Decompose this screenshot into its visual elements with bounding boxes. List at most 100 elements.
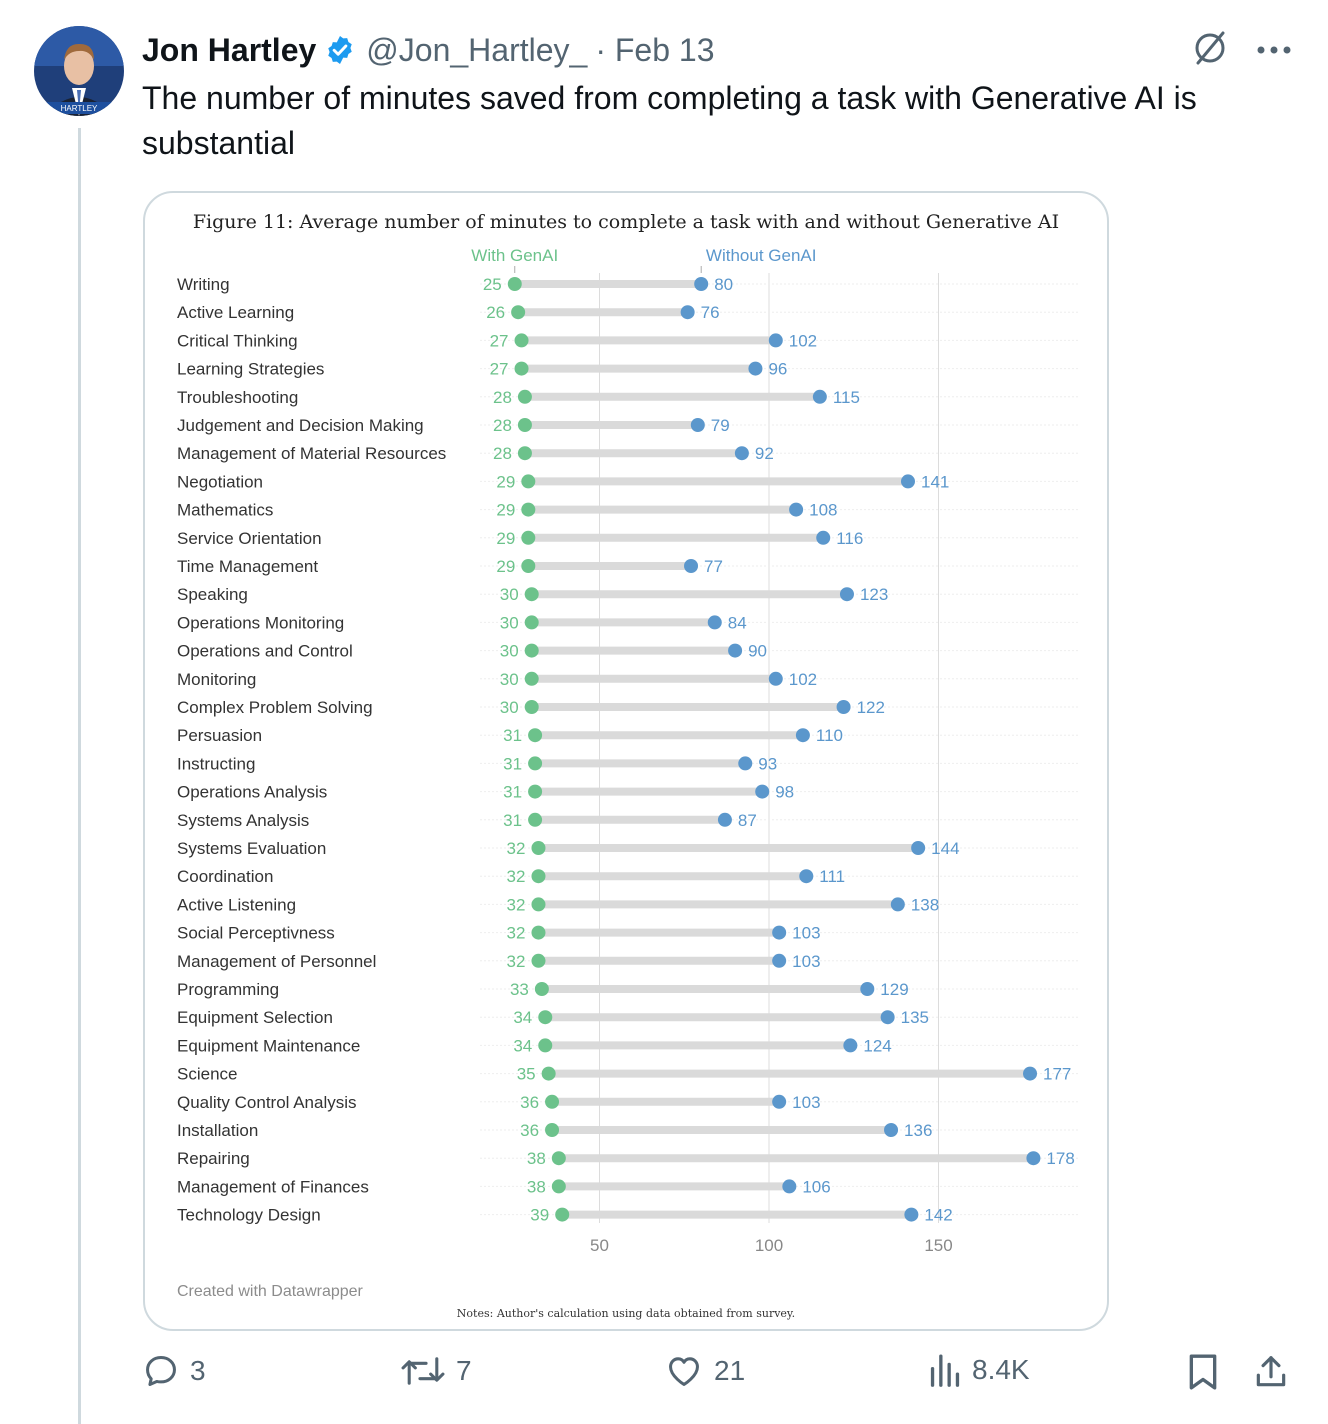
views-button[interactable]: 8.4K — [928, 1352, 1030, 1388]
without-genai-value-label: 77 — [704, 557, 723, 576]
without-genai-value-label: 84 — [728, 613, 747, 632]
with-genai-value-label: 29 — [496, 557, 515, 576]
without-genai-value-label: 102 — [789, 331, 817, 350]
without-genai-value-label: 144 — [931, 839, 959, 858]
with-genai-dot — [538, 1010, 553, 1025]
category-label: Critical Thinking — [177, 331, 298, 350]
tweet-actions: 3 7 21 8.4K — [142, 1352, 1292, 1404]
without-genai-value-label: 136 — [904, 1121, 932, 1140]
category-label: Time Management — [177, 557, 318, 576]
category-label: Systems Evaluation — [177, 839, 326, 858]
without-genai-dot — [816, 530, 831, 545]
more-options-icon[interactable] — [1256, 42, 1292, 60]
without-genai-value-label: 93 — [758, 754, 777, 773]
with-genai-value-label: 33 — [510, 980, 529, 999]
with-genai-value-label: 28 — [493, 444, 512, 463]
with-genai-dot — [551, 1151, 566, 1166]
without-genai-dot — [839, 587, 854, 602]
with-genai-value-label: 36 — [520, 1121, 539, 1140]
without-genai-value-label: 90 — [748, 642, 767, 661]
with-genai-dot — [521, 474, 536, 489]
with-genai-dot — [524, 643, 539, 658]
without-genai-value-label: 106 — [802, 1177, 830, 1196]
with-genai-value-label: 31 — [503, 811, 522, 830]
category-label: Writing — [177, 275, 230, 294]
with-genai-value-label: 34 — [513, 1008, 532, 1027]
with-genai-value-label: 26 — [486, 303, 505, 322]
without-genai-value-label: 115 — [833, 388, 860, 407]
category-label: Mathematics — [177, 501, 273, 520]
avatar[interactable]: HARTLEY — [34, 26, 124, 116]
with-genai-dot — [524, 700, 539, 714]
without-genai-dot — [1026, 1151, 1041, 1166]
without-genai-dot — [812, 389, 827, 404]
repost-button[interactable]: 7 — [400, 1352, 472, 1390]
with-genai-dot — [514, 361, 529, 376]
chart-credit: Created with Datawrapper — [177, 1283, 363, 1300]
without-genai-dot — [890, 897, 905, 912]
tweet-header: Jon Hartley @Jon_Hartley_ · Feb 13 — [142, 28, 714, 72]
tweet-top-icons — [1190, 28, 1292, 73]
share-icon — [1256, 1356, 1286, 1387]
avatar-badge-text: HARTLEY — [61, 104, 98, 113]
without-genai-value-label: 116 — [836, 529, 863, 548]
without-genai-dot — [684, 559, 699, 573]
with-genai-dot — [528, 812, 543, 827]
category-label: Management of Finances — [177, 1177, 369, 1196]
category-label: Complex Problem Solving — [177, 698, 373, 717]
with-genai-value-label: 38 — [527, 1149, 546, 1168]
category-label: Programming — [177, 980, 279, 999]
with-genai-dot — [517, 418, 532, 432]
with-genai-dot — [521, 530, 536, 545]
x-tick-label: 50 — [590, 1236, 609, 1255]
reply-icon — [146, 1356, 176, 1386]
with-genai-value-label: 27 — [490, 360, 509, 379]
without-genai-dot — [789, 502, 804, 517]
without-genai-dot — [904, 1207, 919, 1222]
legend-with-genai: With GenAI — [471, 246, 558, 265]
without-genai-value-label: 122 — [857, 698, 885, 717]
category-label: Monitoring — [177, 670, 256, 689]
like-button[interactable]: 21 — [664, 1352, 745, 1390]
with-genai-value-label: 32 — [507, 924, 526, 943]
without-genai-dot — [782, 1179, 797, 1194]
category-label: Repairing — [177, 1149, 250, 1168]
category-label: Troubleshooting — [177, 388, 298, 407]
author-handle[interactable]: @Jon_Hartley_ — [366, 31, 588, 68]
without-genai-value-label: 96 — [768, 360, 787, 379]
without-genai-value-label: 103 — [792, 1093, 820, 1112]
with-genai-value-label: 27 — [490, 331, 509, 350]
category-label: Speaking — [177, 585, 248, 604]
with-genai-value-label: 28 — [493, 416, 512, 435]
without-genai-value-label: 76 — [701, 303, 720, 322]
with-genai-value-label: 32 — [507, 839, 526, 858]
bookmark-button[interactable] — [1186, 1352, 1220, 1392]
author-name[interactable]: Jon Hartley — [142, 31, 317, 68]
with-genai-dot — [507, 277, 522, 291]
category-label: Quality Control Analysis — [177, 1093, 357, 1112]
without-genai-dot — [799, 869, 814, 884]
with-genai-value-label: 30 — [500, 670, 519, 689]
with-genai-dot — [517, 389, 532, 404]
with-genai-dot — [511, 305, 526, 320]
without-genai-dot — [1023, 1066, 1038, 1081]
reply-button[interactable]: 3 — [142, 1352, 206, 1390]
with-genai-dot — [531, 925, 546, 940]
with-genai-value-label: 34 — [513, 1036, 532, 1055]
without-genai-dot — [860, 982, 875, 996]
without-genai-value-label: 103 — [792, 952, 820, 971]
dot-range-chart: 50 100 150 With GenAI Without GenAI Writing 25… — [177, 246, 1080, 1255]
legend-without-genai: Without GenAI — [706, 246, 817, 265]
share-button[interactable] — [1252, 1352, 1290, 1392]
without-genai-value-label: 108 — [809, 501, 837, 520]
without-genai-value-label: 102 — [789, 670, 817, 689]
like-count: 21 — [714, 1355, 746, 1386]
chart-image-card[interactable]: Figure 11: Average number of minutes to … — [143, 191, 1109, 1331]
category-label: Coordination — [177, 867, 273, 886]
avatar-image: HARTLEY — [34, 26, 124, 116]
with-genai-value-label: 31 — [503, 783, 522, 802]
tweet-date[interactable]: · Feb 13 — [595, 31, 715, 68]
grok-icon[interactable] — [1190, 28, 1230, 73]
category-label: Management of Material Resources — [177, 444, 446, 463]
without-genai-value-label: 79 — [711, 416, 730, 435]
